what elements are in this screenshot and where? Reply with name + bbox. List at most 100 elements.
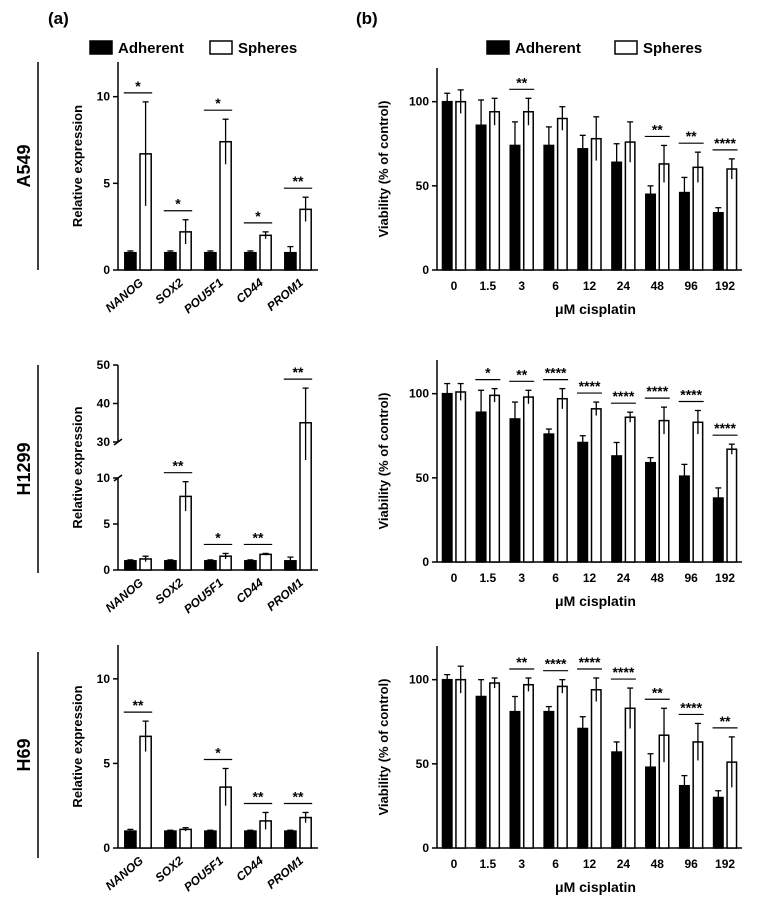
category-label-h69-viability-7: 96 — [684, 857, 698, 871]
legend-b-adherent-label: Adherent — [515, 40, 581, 57]
bar-h69-viability-adherent-4 — [577, 727, 589, 849]
bar-h69-expression-adherent-2 — [204, 830, 217, 849]
y-tick-label-h69-expression-0: 0 — [103, 841, 110, 855]
y-tick-label-h1299-viability-1: 50 — [416, 471, 430, 485]
category-label-h1299-viability-2: 3 — [518, 571, 525, 585]
category-label-h1299-expression-4: PROM1 — [264, 575, 306, 613]
sig-label-h69-viability-8: ** — [720, 713, 731, 729]
legend-a-adherent-swatch — [89, 40, 113, 55]
row-label-h69-text: H69 — [14, 738, 34, 771]
sig-label-h69-viability-7: **** — [680, 699, 702, 715]
bar-h1299-viability-spheres-7 — [692, 421, 704, 563]
sig-label-a549-expression-1: * — [175, 196, 181, 212]
category-label-h1299-viability-8: 192 — [715, 571, 735, 585]
y-tick-label-h1299-expression-4: 40 — [97, 397, 111, 411]
category-label-h69-viability-8: 192 — [715, 857, 735, 871]
bar-h1299-viability-adherent-1 — [475, 411, 487, 563]
sig-label-h69-viability-3: **** — [545, 656, 567, 672]
legend-a-adherent-label: Adherent — [118, 40, 184, 57]
category-label-a549-expression-3: CD44 — [233, 275, 266, 306]
sig-label-h69-viability-4: **** — [579, 654, 601, 670]
bar-h1299-viability-adherent-5 — [611, 455, 623, 563]
bar-h1299-viability-adherent-4 — [577, 441, 589, 563]
x-axis-label-h69-viability: μM cisplatin — [555, 879, 636, 895]
legend-b-spheres-swatch — [614, 40, 638, 55]
sig-label-h1299-viability-8: **** — [714, 420, 736, 436]
legend-a-spheres-label: Spheres — [238, 40, 297, 57]
panel-label-b: (b) — [356, 9, 378, 28]
category-label-a549-viability-3: 6 — [552, 279, 559, 293]
legend-b-spheres-label: Spheres — [643, 40, 702, 57]
panel-label-a: (a) — [48, 9, 69, 28]
bar-h1299-expression-adherent-2 — [204, 560, 217, 571]
category-label-a549-viability-0: 0 — [451, 279, 458, 293]
sig-label-a549-viability-2: ** — [516, 74, 527, 90]
y-tick-label-h69-viability-0: 0 — [422, 841, 429, 855]
bar-h1299-viability-adherent-7 — [678, 475, 690, 563]
bar-h69-expression-spheres-1 — [179, 828, 192, 849]
y-tick-label-h1299-viability-2: 100 — [409, 387, 429, 401]
category-label-h1299-viability-3: 6 — [552, 571, 559, 585]
sig-label-h1299-viability-7: **** — [680, 387, 702, 403]
y-axis-label-a549-viability: Viability (% of control) — [376, 101, 391, 238]
sig-label-a549-expression-0: * — [135, 78, 141, 94]
bar-h1299-viability-spheres-6 — [658, 419, 670, 563]
sig-label-h1299-expression-4: ** — [293, 364, 304, 380]
bar-h69-viability-spheres-3 — [556, 685, 568, 849]
sig-label-h1299-expression-3: ** — [253, 529, 264, 545]
bar-a549-expression-adherent-3 — [244, 251, 257, 271]
sig-label-a549-expression-4: ** — [293, 173, 304, 189]
category-label-h1299-expression-1: SOX2 — [152, 575, 186, 607]
chart-h69-expression: 0 5 10 Relative expression NANOG ** SOX2POU5F1… — [70, 645, 318, 894]
category-label-h1299-expression-3: CD44 — [233, 575, 266, 606]
y-tick-label-h1299-expression-1: 5 — [103, 517, 110, 531]
legend-b-adherent-swatch — [486, 40, 510, 55]
category-label-h1299-viability-0: 0 — [451, 571, 458, 585]
bar-h69-viability-adherent-3 — [543, 710, 555, 849]
chart-h1299-viability: 0 50 100 Viability (% of control) μM cisplat… — [376, 360, 742, 609]
chart-h69-viability: 0 50 100 Viability (% of control) μM cisplat… — [376, 646, 742, 895]
category-label-h69-expression-4: PROM1 — [264, 853, 306, 891]
row-label-h69: H69 — [14, 652, 39, 858]
x-axis-label-h1299-viability: μM cisplatin — [555, 593, 636, 609]
category-label-a549-viability-6: 48 — [651, 279, 665, 293]
y-tick-label-h1299-expression-2: 10 — [97, 471, 111, 485]
row-label-a549-text: A549 — [14, 144, 34, 187]
sig-label-h1299-viability-6: **** — [646, 383, 668, 399]
bar-h1299-expression-adherent-3 — [244, 560, 257, 571]
bar-h1299-viability-spheres-2 — [522, 396, 534, 563]
sig-label-h69-expression-2: * — [215, 744, 221, 760]
bar-h1299-expression-adherent-0 — [124, 560, 137, 571]
y-tick-label-a549-expression-2: 10 — [97, 90, 111, 104]
bar-h1299-expression-adherent-1 — [164, 560, 177, 571]
bar-a549-viability-spheres-7 — [692, 166, 704, 271]
row-label-a549: A549 — [14, 62, 39, 270]
bar-h1299-viability-adherent-3 — [543, 433, 555, 563]
bar-h1299-viability-spheres-5 — [624, 416, 636, 563]
y-tick-label-a549-viability-2: 100 — [409, 95, 429, 109]
sig-label-a549-viability-6: ** — [652, 121, 663, 137]
bar-a549-expression-adherent-1 — [164, 251, 177, 271]
category-label-a549-viability-5: 24 — [617, 279, 631, 293]
y-tick-label-a549-viability-1: 50 — [416, 179, 430, 193]
y-tick-label-h1299-expression-5: 50 — [97, 358, 111, 372]
bar-h1299-expression-spheres-3 — [259, 553, 272, 571]
chart-a549-expression: 0 5 10 Relative expression NANOG * SOX2 * POU5F1… — [70, 62, 318, 316]
y-tick-label-h69-expression-1: 5 — [103, 756, 110, 770]
row-label-h1299: H1299 — [14, 365, 39, 573]
bar-a549-viability-spheres-3 — [556, 117, 568, 271]
chart-a549-viability: 0 50 100 Viability (% of control) μM cisplat… — [376, 68, 742, 317]
category-label-a549-viability-4: 12 — [583, 279, 597, 293]
sig-label-h1299-viability-2: ** — [516, 366, 527, 382]
x-axis-label-a549-viability: μM cisplatin — [555, 301, 636, 317]
sig-label-h1299-expression-2: * — [215, 529, 221, 545]
sig-label-h1299-viability-5: **** — [612, 388, 634, 404]
bar-h69-viability-spheres-0 — [455, 678, 467, 849]
y-axis-label-h1299-expression: Relative expression — [70, 406, 85, 528]
sig-label-a549-viability-7: ** — [686, 128, 697, 144]
category-label-h1299-viability-7: 96 — [684, 571, 698, 585]
category-label-h69-viability-0: 0 — [451, 857, 458, 871]
legend-b: Adherent Spheres — [486, 40, 702, 57]
sig-label-a549-viability-8: **** — [714, 135, 736, 151]
category-label-h69-viability-2: 3 — [518, 857, 525, 871]
